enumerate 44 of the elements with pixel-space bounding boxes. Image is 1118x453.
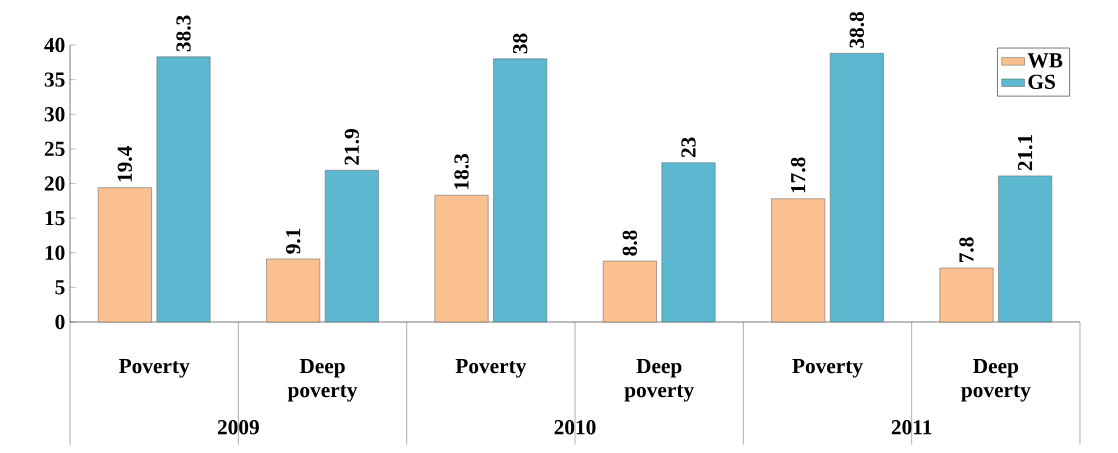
data-label: 38.8 [849, 11, 865, 48]
bar [939, 267, 994, 323]
data-label: 9.1 [285, 228, 301, 254]
data-label: 8.8 [622, 230, 638, 256]
bar [324, 170, 379, 323]
data-label: 7.8 [959, 237, 974, 263]
x-tick-label: Poverty [792, 359, 863, 378]
x-tick-label: Deep poverty [961, 359, 1031, 402]
bar [493, 58, 548, 323]
bar [998, 175, 1053, 323]
text: 2010 [554, 420, 596, 435]
bar [661, 162, 716, 323]
x-tick-label: Deep poverty [287, 359, 358, 402]
data-label: 21.9 [344, 129, 360, 165]
bar [266, 258, 321, 323]
y-tick-label: 15 [45, 210, 65, 226]
legend-label: WB [1027, 53, 1063, 68]
bar [602, 260, 657, 323]
data-label: 38 [512, 33, 528, 54]
data-label: 38.3 [176, 15, 191, 52]
x-tick-label: Poverty [455, 359, 527, 378]
y-tick-label: 0 [55, 314, 65, 330]
bar [829, 53, 884, 323]
y-tick-label: 30 [44, 107, 65, 122]
data-label: 21.1 [1017, 134, 1033, 171]
data-label: 17.8 [790, 157, 806, 193]
y-tick-label: 10 [45, 245, 65, 260]
y-tick-label: 25 [44, 141, 65, 157]
y-tick-label: 35 [44, 72, 65, 87]
y-tick-label: 20 [44, 176, 65, 191]
bar [771, 198, 826, 323]
data-label: 18.3 [454, 153, 469, 189]
legend-label: GS [1028, 74, 1055, 89]
x-tick-label: Deep poverty [624, 359, 694, 402]
y-tick-label: 5 [55, 280, 65, 295]
data-label: 23 [681, 137, 696, 158]
bar [156, 56, 211, 323]
data-label: 19.4 [117, 146, 133, 182]
bar [97, 187, 152, 323]
x-tick-label: Poverty [119, 359, 190, 378]
bar [434, 194, 489, 323]
text: 2011 [891, 420, 932, 435]
text: 2009 [217, 420, 259, 435]
y-tick-label: 40 [44, 37, 65, 53]
